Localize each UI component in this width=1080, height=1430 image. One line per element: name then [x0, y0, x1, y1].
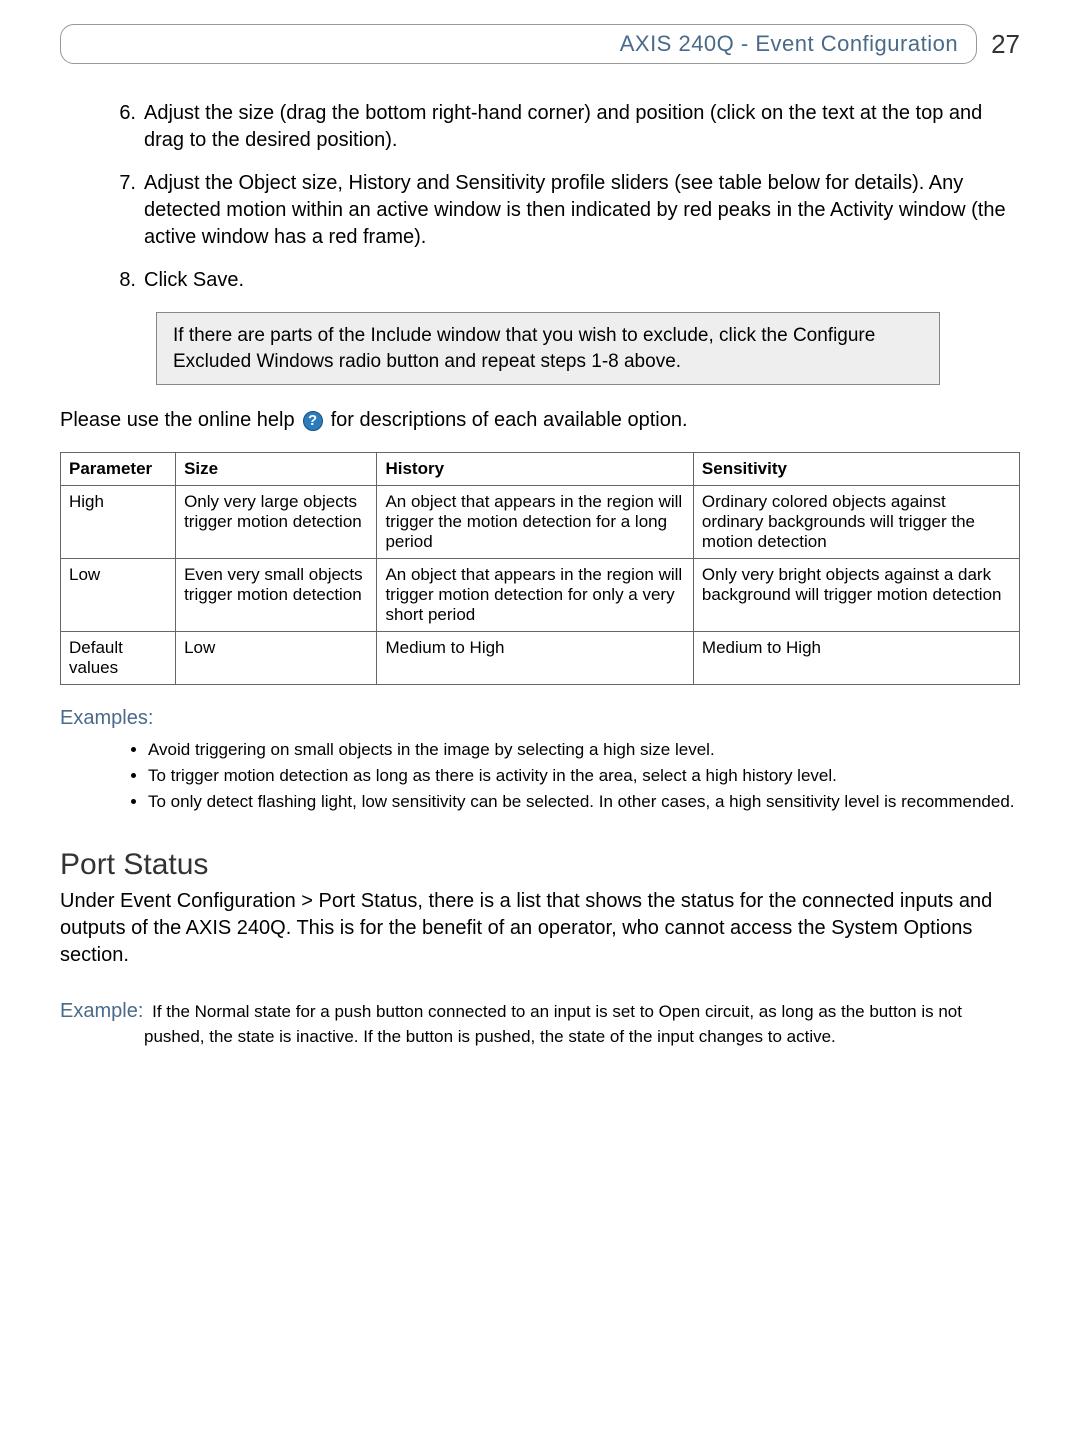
cell-size: Only very large objects trigger motion d…: [176, 486, 377, 559]
example-label: Example:: [60, 1000, 143, 1022]
col-history: History: [377, 453, 693, 486]
parameter-table: Parameter Size History Sensitivity High …: [60, 452, 1020, 685]
help-icon: ?: [303, 411, 323, 431]
table-row: High Only very large objects trigger mot…: [61, 486, 1020, 559]
step-text: Adjust the size (drag the bottom right-h…: [144, 100, 1020, 154]
step-number: 7.: [108, 170, 136, 251]
document-page: AXIS 240Q - Event Configuration 27 6. Ad…: [0, 0, 1080, 1048]
col-parameter: Parameter: [61, 453, 176, 486]
cell-sensitivity: Ordinary colored objects against ordinar…: [693, 486, 1019, 559]
help-line: Please use the online help ? for descrip…: [60, 409, 1020, 432]
cell-parameter: High: [61, 486, 176, 559]
port-status-body: Under Event Configuration > Port Status,…: [60, 888, 1020, 969]
cell-parameter: Low: [61, 559, 176, 632]
help-line-pre: Please use the online help: [60, 409, 295, 432]
cell-size: Low: [176, 632, 377, 685]
col-size: Size: [176, 453, 377, 486]
section-heading-port-status: Port Status: [60, 848, 1020, 882]
step-number: 6.: [108, 100, 136, 154]
page-number: 27: [991, 29, 1020, 60]
step-text: Click Save.: [144, 267, 244, 294]
cell-sensitivity: Medium to High: [693, 632, 1019, 685]
step-text: Adjust the Object size, History and Sens…: [144, 170, 1020, 251]
cell-history: An object that appears in the region wil…: [377, 559, 693, 632]
cell-sensitivity: Only very bright objects against a dark …: [693, 559, 1019, 632]
table-row: Default values Low Medium to High Medium…: [61, 632, 1020, 685]
cell-history: Medium to High: [377, 632, 693, 685]
help-line-post: for descriptions of each available optio…: [331, 409, 688, 432]
list-item: 7. Adjust the Object size, History and S…: [108, 170, 1020, 251]
numbered-steps: 6. Adjust the size (drag the bottom righ…: [60, 100, 1020, 294]
page-header: AXIS 240Q - Event Configuration 27: [60, 24, 1020, 64]
examples-heading: Examples:: [60, 707, 1020, 730]
col-sensitivity: Sensitivity: [693, 453, 1019, 486]
port-status-example: Example: If the Normal state for a push …: [60, 997, 1020, 1049]
note-text: If there are parts of the Include window…: [173, 325, 875, 372]
cell-size: Even very small objects trigger motion d…: [176, 559, 377, 632]
table-row: Low Even very small objects trigger moti…: [61, 559, 1020, 632]
header-title-tab: AXIS 240Q - Event Configuration: [60, 24, 977, 64]
list-item: Avoid triggering on small objects in the…: [148, 738, 1020, 762]
example-text: If the Normal state for a push button co…: [144, 1002, 962, 1046]
list-item: 8. Click Save.: [108, 267, 1020, 294]
note-box: If there are parts of the Include window…: [156, 312, 940, 385]
step-number: 8.: [108, 267, 136, 294]
cell-history: An object that appears in the region wil…: [377, 486, 693, 559]
cell-parameter: Default values: [61, 632, 176, 685]
list-item: To only detect flashing light, low sensi…: [148, 790, 1020, 814]
list-item: To trigger motion detection as long as t…: [148, 764, 1020, 788]
header-title: AXIS 240Q - Event Configuration: [620, 31, 958, 57]
table-header-row: Parameter Size History Sensitivity: [61, 453, 1020, 486]
examples-list: Avoid triggering on small objects in the…: [60, 738, 1020, 813]
list-item: 6. Adjust the size (drag the bottom righ…: [108, 100, 1020, 154]
